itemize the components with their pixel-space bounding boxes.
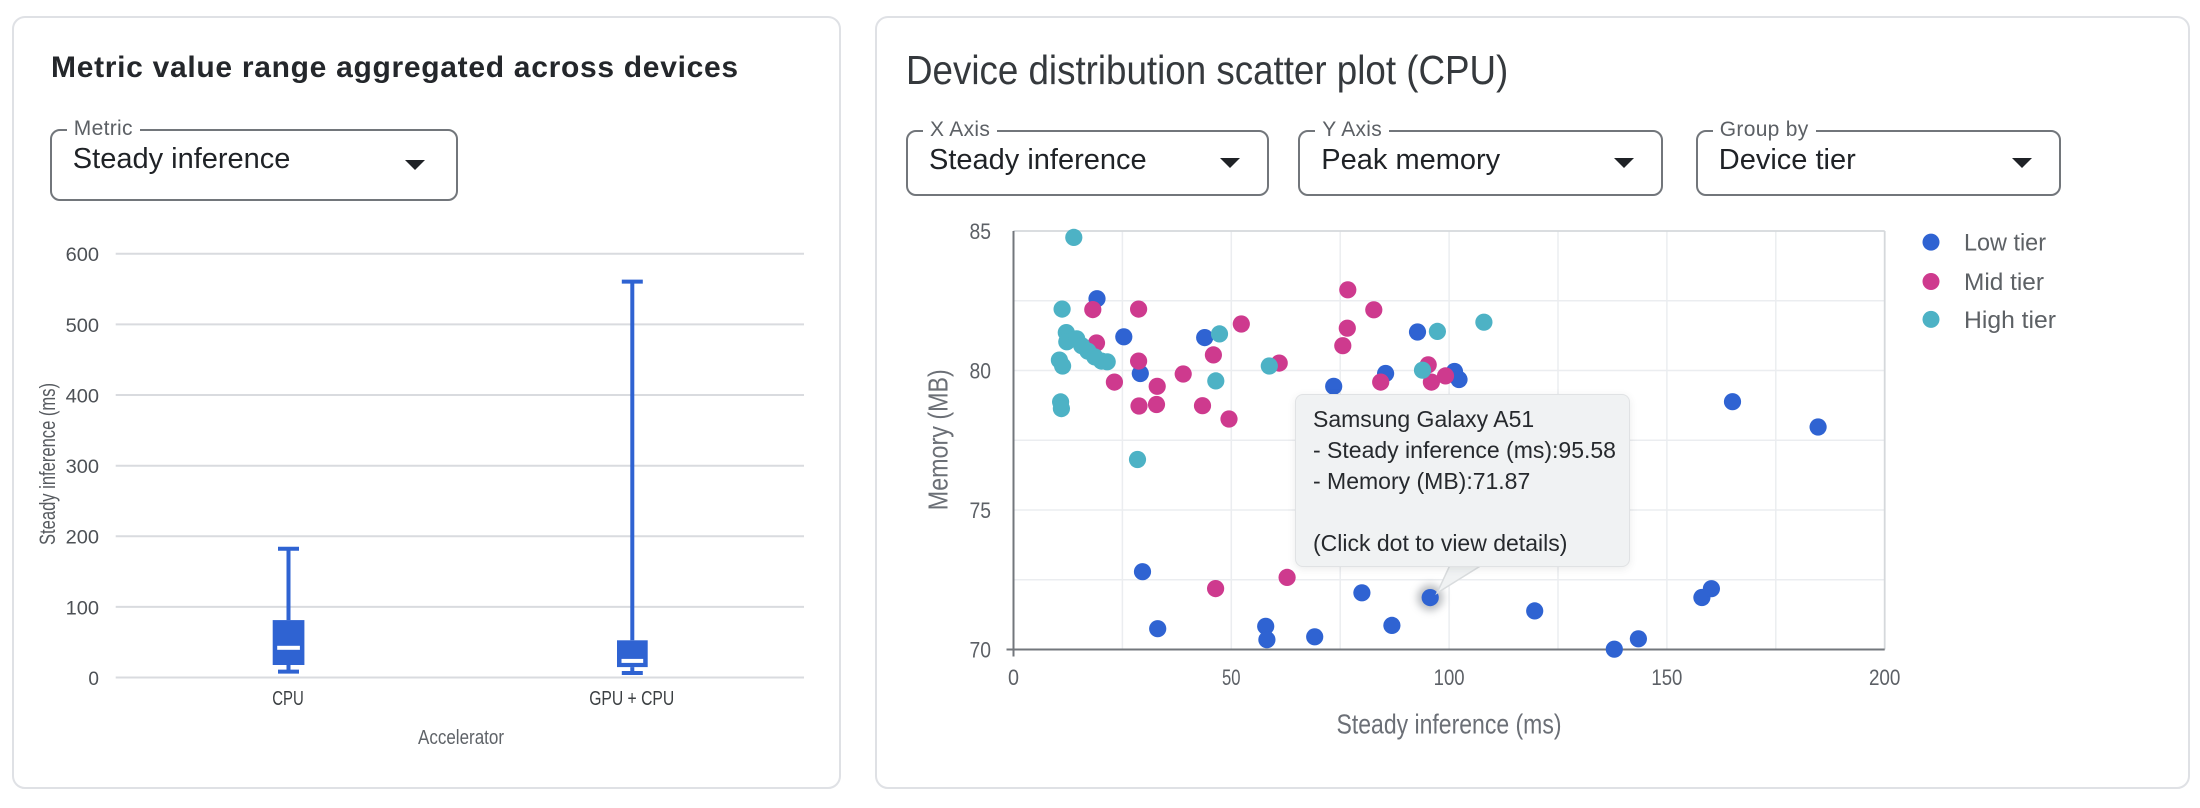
svg-text:600: 600 bbox=[66, 245, 99, 266]
svg-text:Steady inference (ms): Steady inference (ms) bbox=[1337, 709, 1562, 740]
svg-text:0: 0 bbox=[1008, 665, 1019, 690]
svg-text:0: 0 bbox=[88, 669, 99, 690]
svg-text:100: 100 bbox=[1434, 665, 1465, 690]
svg-text:CPU: CPU bbox=[272, 688, 304, 710]
svg-text:70: 70 bbox=[970, 637, 992, 662]
svg-text:Accelerator: Accelerator bbox=[418, 727, 504, 749]
svg-text:50: 50 bbox=[1222, 665, 1241, 690]
svg-text:Memory (MB): Memory (MB) bbox=[923, 369, 954, 510]
svg-text:Mid tier: Mid tier bbox=[1964, 269, 2044, 296]
svg-text:80: 80 bbox=[970, 358, 992, 383]
svg-text:150: 150 bbox=[1651, 665, 1682, 690]
svg-text:100: 100 bbox=[66, 598, 99, 619]
svg-text:GPU + CPU: GPU + CPU bbox=[589, 688, 674, 710]
svg-text:85: 85 bbox=[970, 219, 992, 244]
svg-text:75: 75 bbox=[970, 498, 992, 523]
svg-text:Low tier: Low tier bbox=[1964, 230, 2046, 257]
svg-text:200: 200 bbox=[1869, 665, 1901, 690]
svg-text:200: 200 bbox=[66, 528, 99, 549]
svg-text:300: 300 bbox=[66, 457, 99, 478]
svg-text:Steady inference (ms): Steady inference (ms) bbox=[35, 383, 60, 545]
svg-text:High tier: High tier bbox=[1964, 307, 2056, 334]
svg-text:500: 500 bbox=[66, 316, 99, 337]
svg-text:400: 400 bbox=[66, 386, 99, 407]
